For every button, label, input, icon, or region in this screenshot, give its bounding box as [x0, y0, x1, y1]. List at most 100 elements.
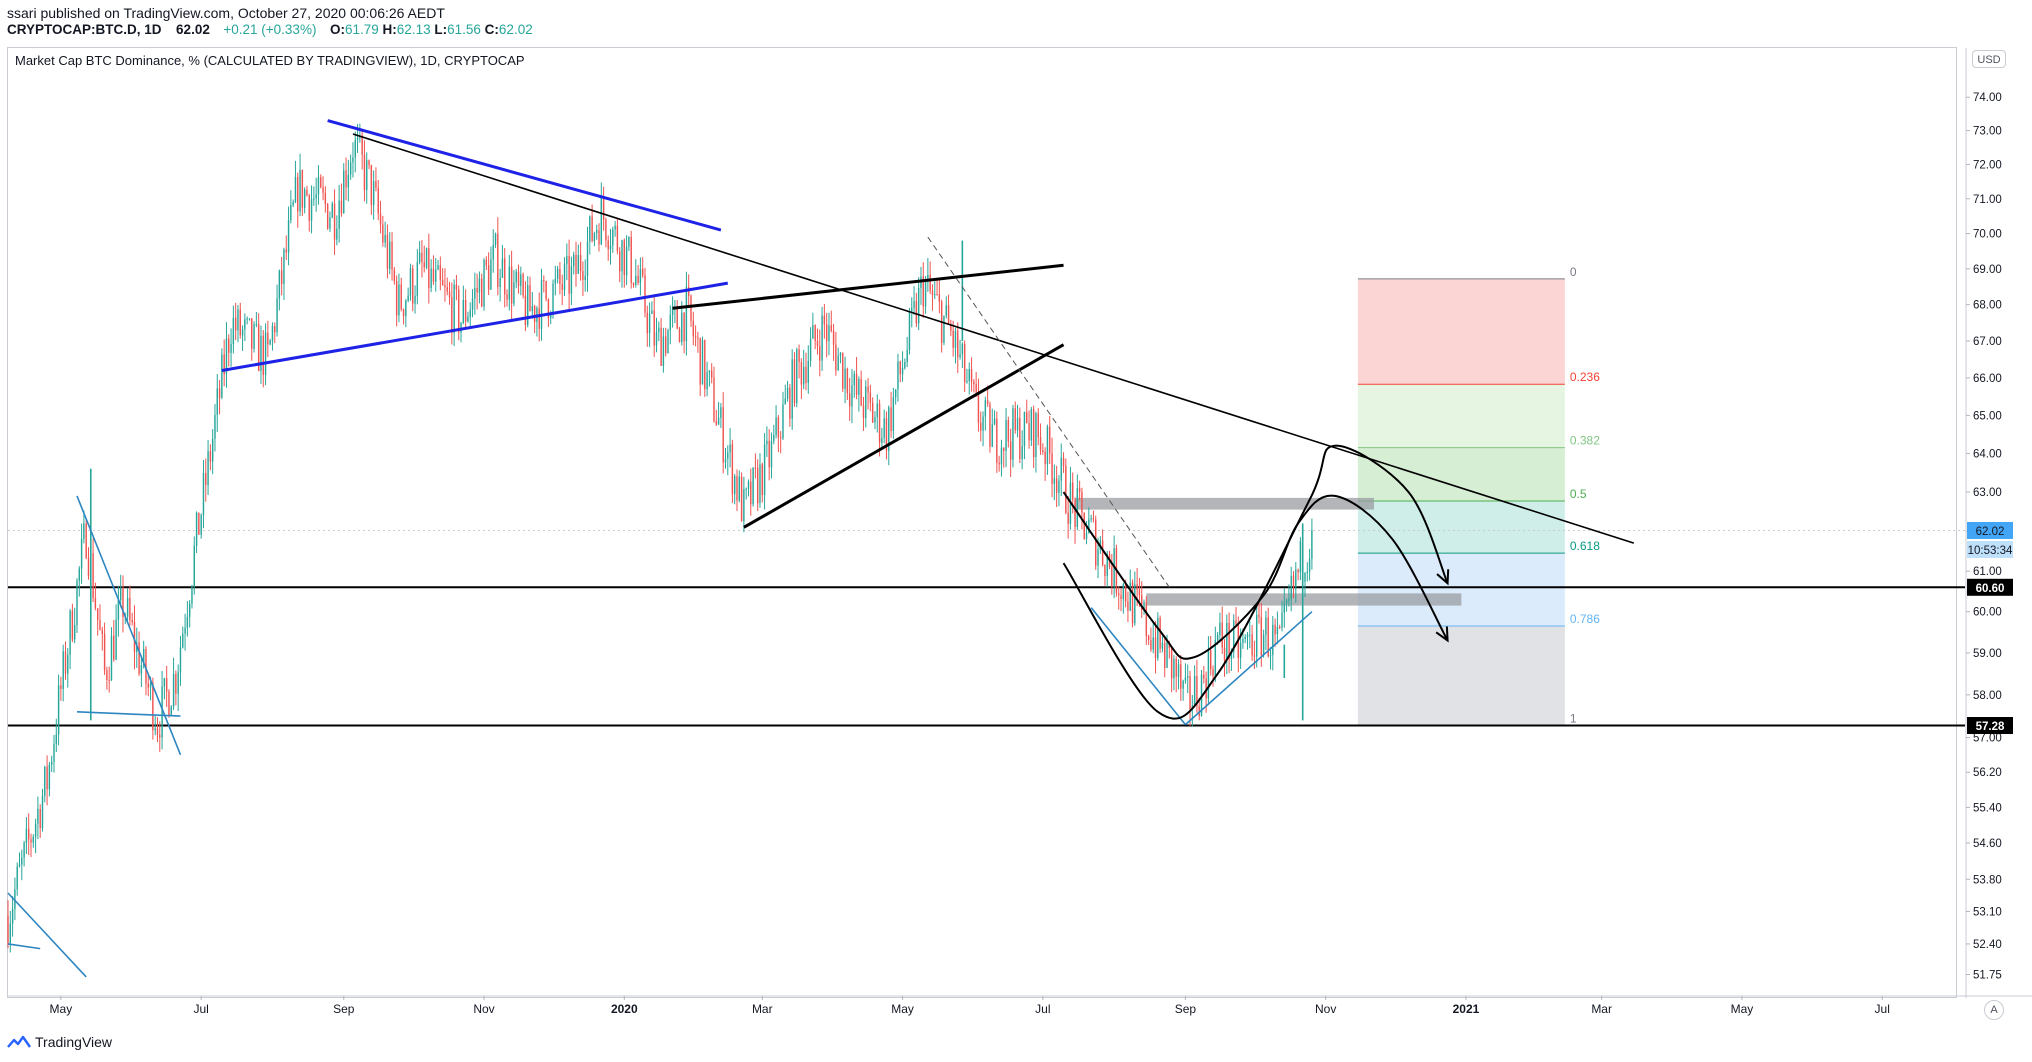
- candle-down: [131, 619, 133, 623]
- y-tick-label: 73.00: [1973, 126, 2002, 138]
- candle-up: [844, 368, 846, 389]
- zones-layer: [1075, 497, 1462, 606]
- candle-up: [271, 326, 274, 341]
- open-value: 61.79: [344, 22, 379, 37]
- candle-up: [117, 600, 120, 620]
- candle-up: [858, 379, 860, 395]
- candle-up: [1214, 640, 1217, 676]
- candle-up: [32, 836, 35, 843]
- candle-up: [593, 233, 596, 241]
- tradingview-logo-icon: [7, 1035, 31, 1048]
- candle-up: [244, 319, 246, 330]
- candle-up: [1088, 519, 1090, 533]
- candle-up: [1193, 675, 1196, 706]
- candle-down: [306, 189, 308, 196]
- candle-up: [586, 241, 589, 276]
- candle-up: [48, 764, 51, 790]
- candle-up: [894, 389, 897, 398]
- candle-down: [756, 467, 759, 504]
- candle-up: [658, 327, 660, 332]
- candle-up: [738, 476, 741, 501]
- candle-up: [195, 512, 198, 546]
- candle-up: [276, 298, 278, 333]
- candle-down: [402, 309, 405, 317]
- candle-up: [747, 481, 750, 489]
- candle-up: [354, 139, 356, 158]
- countdown-badge: 10:53:34: [1968, 545, 2013, 557]
- candle-up: [892, 397, 895, 431]
- candle-up: [927, 274, 929, 282]
- candle-up: [809, 338, 812, 361]
- x-tick-label: Sep: [333, 1002, 355, 1016]
- candle-down: [1081, 492, 1083, 513]
- auto-scale-button[interactable]: A: [1984, 1000, 2004, 1020]
- candle-up: [409, 268, 412, 296]
- candle-up: [14, 889, 16, 909]
- candle-up: [924, 281, 927, 307]
- candle-down: [816, 340, 819, 347]
- candle-up: [1182, 680, 1184, 689]
- candle-up: [669, 314, 672, 331]
- fib-zone: [1357, 278, 1565, 385]
- candle-down: [368, 160, 370, 166]
- fib-zone: [1357, 626, 1565, 726]
- candle-down: [476, 287, 478, 293]
- candle-up: [347, 174, 350, 188]
- y-tick-label: 70.00: [1973, 229, 2002, 241]
- close-value: 62.02: [498, 22, 533, 37]
- candle-down: [251, 318, 253, 349]
- candle-down: [297, 177, 299, 212]
- candle-down: [1111, 567, 1113, 586]
- candle-up: [1000, 447, 1003, 465]
- candle-down: [1055, 478, 1058, 493]
- candle-down: [85, 523, 87, 558]
- candle-down: [977, 392, 980, 423]
- candle-up: [1230, 651, 1233, 659]
- candle-down: [678, 328, 681, 343]
- candle-down: [1159, 617, 1161, 649]
- fib-level-label: 0.618: [1570, 539, 1600, 553]
- candle-up: [828, 325, 830, 342]
- currency-button[interactable]: USD: [1972, 50, 2006, 68]
- candle-up: [462, 299, 465, 323]
- y-tick-label: 68.00: [1973, 300, 2002, 312]
- candle-down: [1136, 584, 1138, 590]
- candle-up: [527, 285, 529, 326]
- candle-up: [584, 275, 586, 280]
- candle-up: [720, 407, 722, 418]
- candle-down: [862, 405, 865, 419]
- candle-down: [646, 312, 649, 334]
- trend-line: [327, 119, 722, 232]
- candle-down: [504, 258, 506, 295]
- candle-up: [609, 245, 612, 250]
- candle-up: [786, 387, 789, 399]
- y-tick-label: 51.75: [1973, 970, 2002, 982]
- candle-up: [865, 386, 867, 419]
- candle-up: [1219, 622, 1221, 636]
- trend-line: [672, 263, 1064, 310]
- candle-up: [310, 199, 313, 221]
- candle-up: [184, 627, 186, 634]
- candle-down: [630, 237, 632, 283]
- candle-up: [1288, 599, 1290, 601]
- candle-down: [1028, 423, 1030, 441]
- candle-up: [474, 287, 476, 299]
- tradingview-brand[interactable]: TradingView: [7, 1034, 112, 1050]
- x-tick-label: Mar: [1591, 1002, 1612, 1016]
- candle-up: [570, 266, 573, 294]
- candle-up: [356, 137, 359, 140]
- trend-line: [221, 281, 729, 372]
- candle-up: [299, 170, 301, 212]
- candle-down: [361, 135, 363, 155]
- candle-up: [416, 262, 419, 296]
- candle-up: [21, 857, 23, 865]
- candle-down: [855, 373, 858, 395]
- candle-down: [106, 670, 108, 680]
- candle-up: [901, 367, 904, 375]
- candle-up: [531, 306, 534, 312]
- candle-up: [1306, 571, 1309, 573]
- candle-down: [285, 249, 287, 253]
- candle-down: [301, 170, 304, 208]
- candle-up: [667, 330, 669, 354]
